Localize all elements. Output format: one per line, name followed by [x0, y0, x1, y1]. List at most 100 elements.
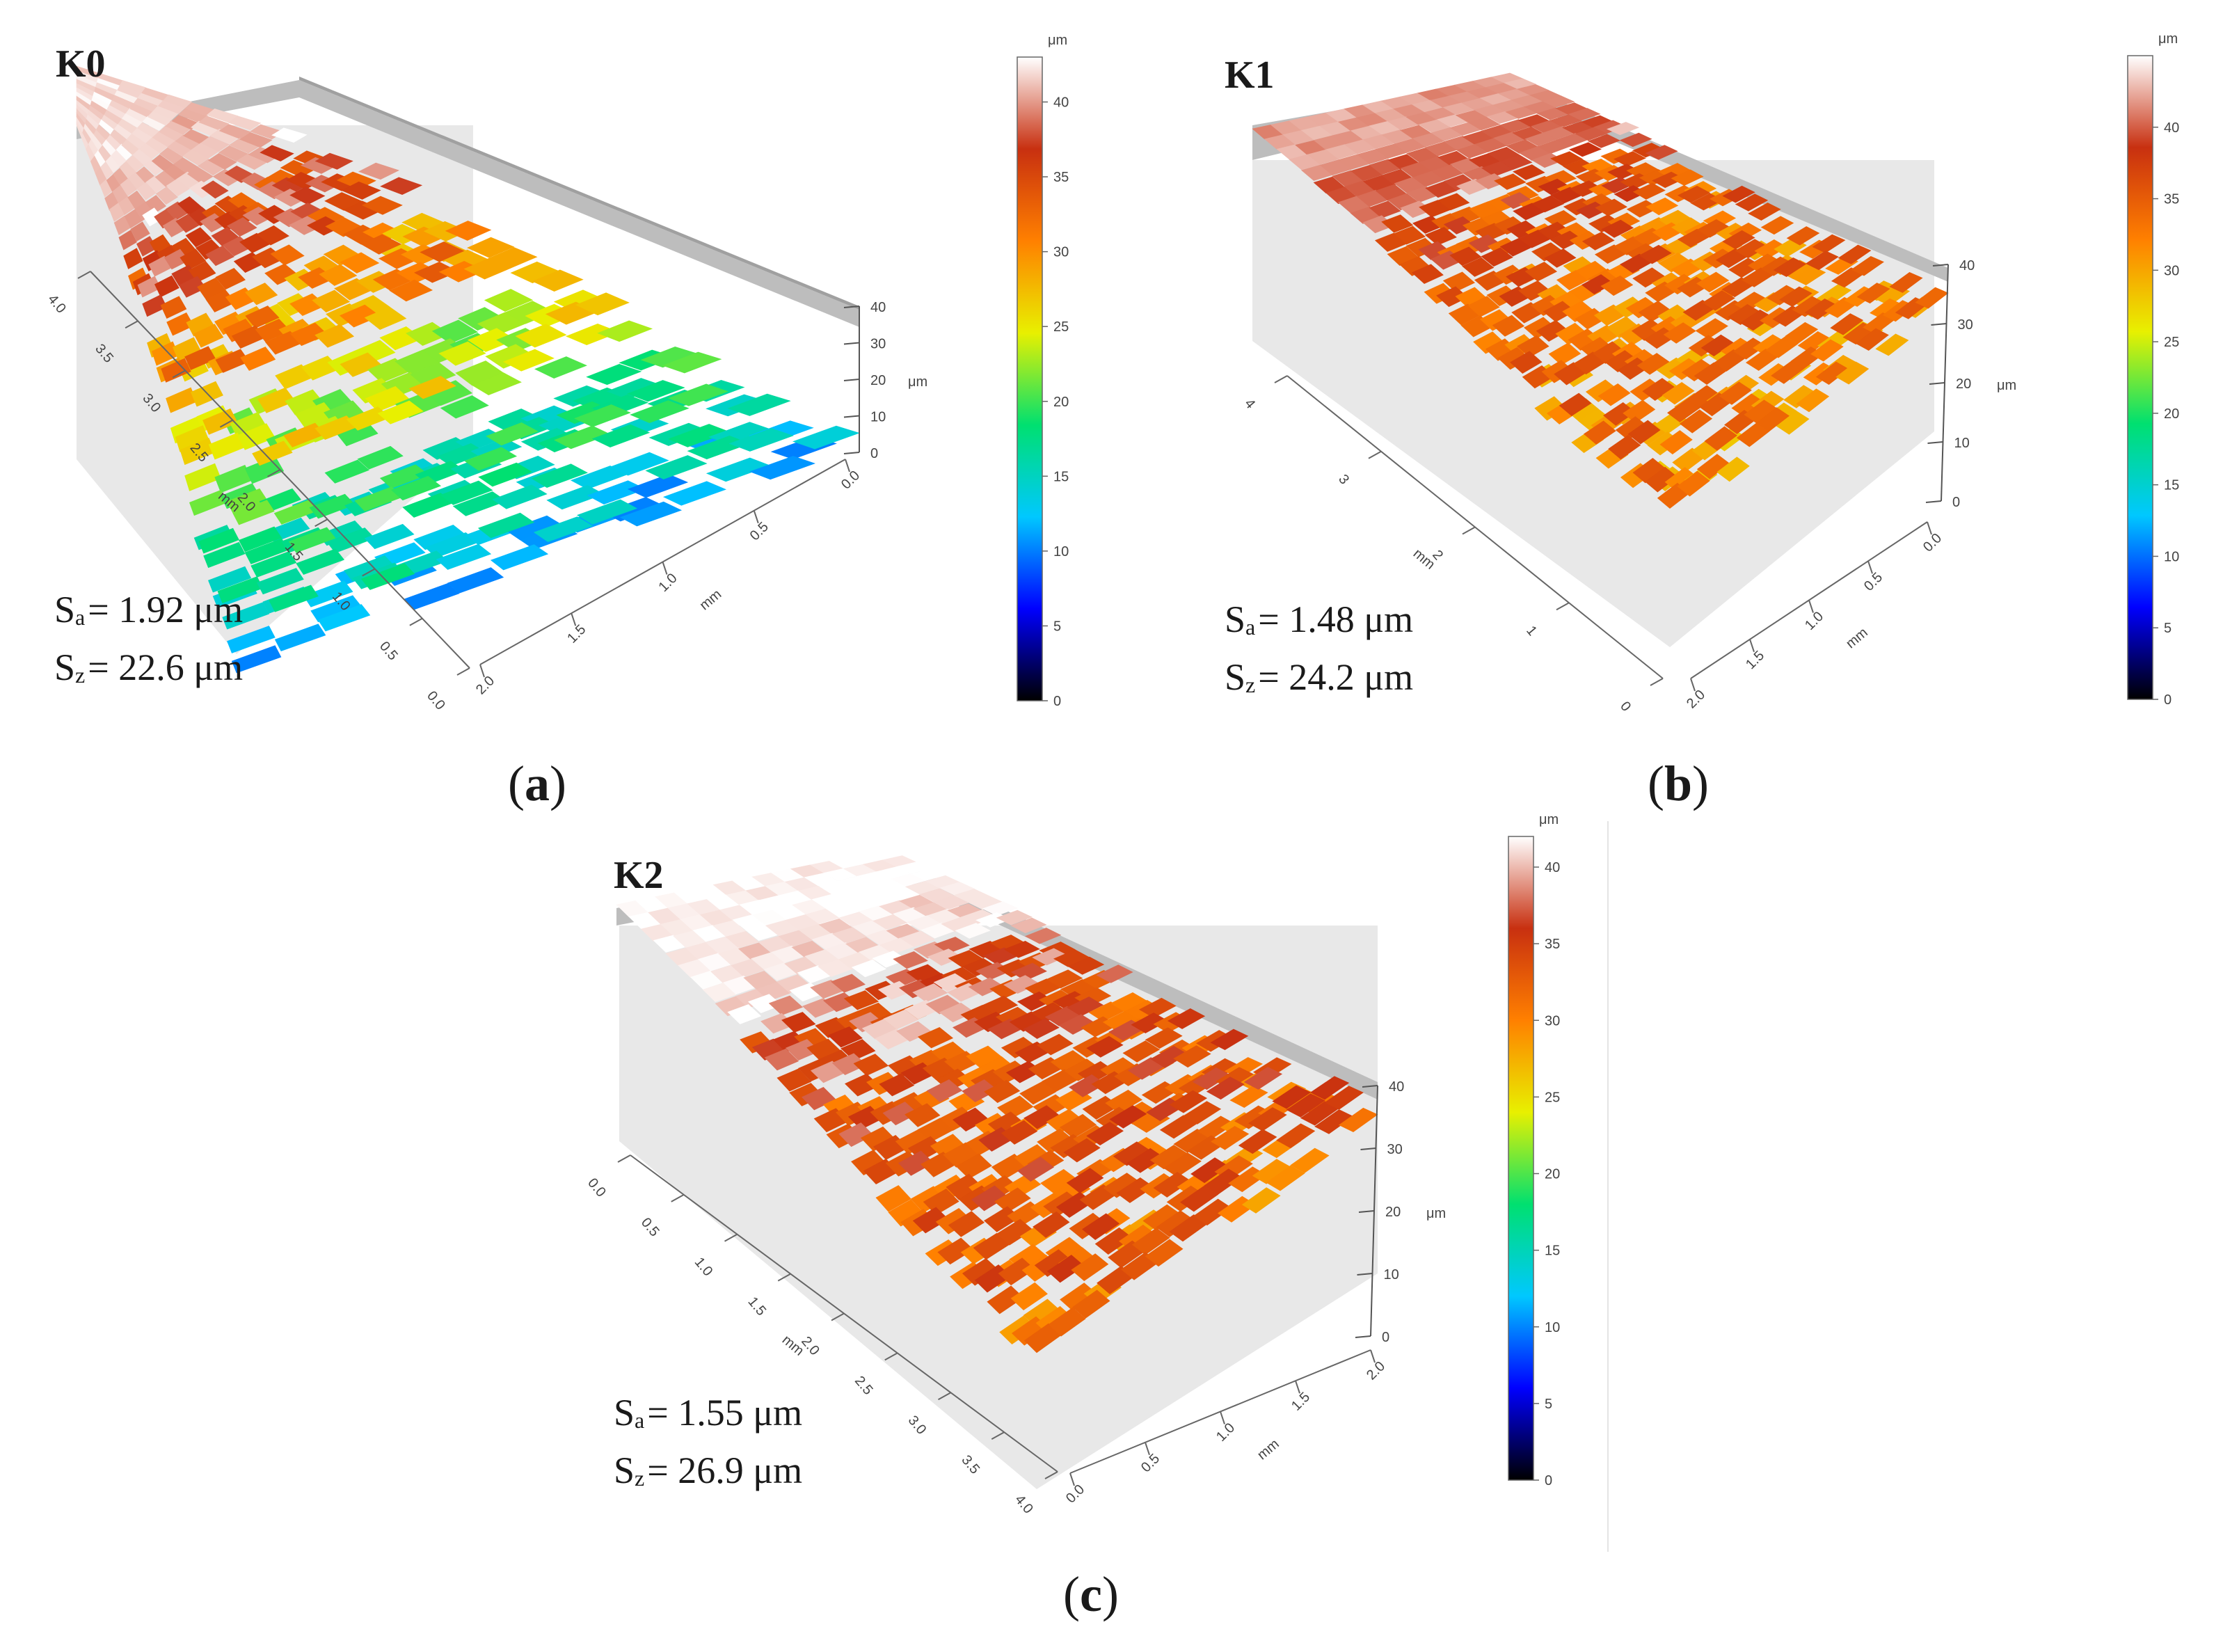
z-tick-mark	[1929, 382, 1945, 385]
colorbar-tick-label: 35	[1053, 170, 1069, 185]
short-tick-mark	[1927, 521, 1932, 535]
long-tick-label: 1.5	[744, 1294, 769, 1319]
surface-cell	[1735, 193, 1769, 212]
surface-cell	[296, 548, 345, 575]
surface-cell	[317, 604, 371, 632]
long-tick-label: 3	[1335, 472, 1352, 488]
colorbar-gradient	[1017, 56, 1043, 701]
z-tick-label: 40	[1389, 1079, 1404, 1095]
short-tick-mark	[1749, 639, 1755, 653]
surface-cell	[1716, 456, 1750, 482]
surface-cell	[1418, 119, 1451, 133]
surface-cell	[1835, 361, 1870, 385]
z-tick-label: 20	[1385, 1205, 1401, 1220]
z-tick-mark	[1931, 323, 1947, 326]
short-tick-mark	[479, 664, 485, 678]
surface-cell	[155, 186, 178, 205]
colorbar-tick-label: 40	[1053, 95, 1069, 111]
short-tick-mark	[571, 612, 577, 626]
surface-cell	[749, 456, 815, 480]
colorbar-tick-label: 25	[2164, 335, 2179, 350]
long-tick-mark	[1556, 602, 1570, 611]
z-tick-mark	[1355, 1335, 1371, 1338]
surface-cell	[1425, 181, 1458, 198]
surface-cell	[341, 181, 381, 200]
surface-cell	[1001, 1120, 1038, 1145]
surface-cell	[1875, 333, 1909, 356]
long-tick-mark	[125, 320, 138, 329]
sa-line-a: Sa= 1.92 μm	[54, 589, 244, 630]
surface-cell	[883, 1009, 919, 1030]
surface-cell	[1086, 1035, 1124, 1058]
surface-cell	[440, 395, 489, 419]
surface-cell	[238, 526, 282, 553]
surface-cell	[1659, 430, 1693, 454]
surface-cell	[910, 868, 946, 881]
surface-cell	[492, 484, 548, 509]
surface-cell	[1131, 1228, 1170, 1255]
surface-cell	[260, 145, 294, 162]
surface-cell	[955, 1153, 992, 1180]
surface-cell	[531, 463, 589, 489]
surface-cell	[408, 376, 456, 399]
z-tick-mark	[843, 415, 860, 418]
surface-cell	[250, 551, 297, 578]
surface-cell	[586, 363, 642, 386]
surface-cell	[1072, 1289, 1110, 1319]
sz-line-b: Sz= 24.2 μm	[1225, 656, 1414, 698]
surface-cell	[912, 983, 948, 1003]
z-tick-label: 0	[1382, 1330, 1389, 1345]
surface-cell	[244, 283, 278, 305]
surface-cell	[180, 248, 207, 270]
surface-cell	[1773, 257, 1807, 277]
surface-cell	[1211, 1126, 1250, 1150]
z-tick-label: 10	[1384, 1267, 1399, 1282]
z-tick-mark	[1358, 1210, 1375, 1213]
surface-cell	[905, 1103, 941, 1127]
z-tick-label: 30	[870, 337, 886, 352]
surface-cell	[136, 122, 159, 138]
colorbar-tick-label: 5	[2164, 621, 2172, 636]
surface-cell	[627, 380, 685, 402]
surface-cell	[1067, 956, 1105, 975]
sz-line-a: Sz= 22.6 μm	[54, 646, 244, 688]
short-tick-label: 0.5	[747, 519, 772, 543]
long-tick-mark	[831, 1312, 845, 1321]
panel-divider	[1607, 821, 1609, 1552]
surface-cell	[232, 500, 275, 525]
short-tick-mark	[1370, 1349, 1376, 1363]
caption-b: (b)	[1648, 756, 1710, 811]
surface-cell	[1748, 202, 1781, 221]
colorbar-tick-label: 30	[2164, 263, 2179, 278]
surface-cell	[955, 923, 991, 939]
surface-cell	[597, 320, 653, 342]
surface-cell	[1671, 169, 1704, 186]
surface-cell	[630, 400, 690, 423]
long-tick-label: 0.5	[376, 639, 401, 663]
surface-cell	[831, 927, 867, 944]
long-tick-mark	[777, 1273, 791, 1282]
surface-cell	[239, 132, 273, 148]
back-grid-a	[299, 77, 859, 310]
long-tick-label: 4	[1241, 396, 1258, 412]
surface-cell	[1838, 244, 1872, 264]
surface-cell	[1338, 1107, 1378, 1133]
surface-cell	[1169, 1090, 1208, 1113]
z-tick-label: 10	[1954, 436, 1970, 451]
colorbar-gradient	[2127, 55, 2153, 700]
short-tick-mark	[845, 459, 850, 472]
surface-cell	[380, 177, 423, 196]
surface-cell	[1702, 290, 1735, 311]
colorbar-tick-label: 15	[1545, 1244, 1560, 1259]
z-tick-mark	[1925, 500, 1942, 503]
surface-cell	[1632, 182, 1666, 200]
surface-cell	[445, 221, 492, 241]
surface-cell	[1636, 353, 1670, 375]
surface-cell	[982, 901, 1019, 916]
surface-cell	[1109, 1105, 1147, 1129]
surface-cell	[274, 624, 326, 652]
surface-cell	[159, 147, 184, 164]
colorbar-tick-label: 5	[1053, 619, 1061, 634]
surface-cell	[1138, 997, 1177, 1018]
surface-cell	[1597, 383, 1631, 406]
